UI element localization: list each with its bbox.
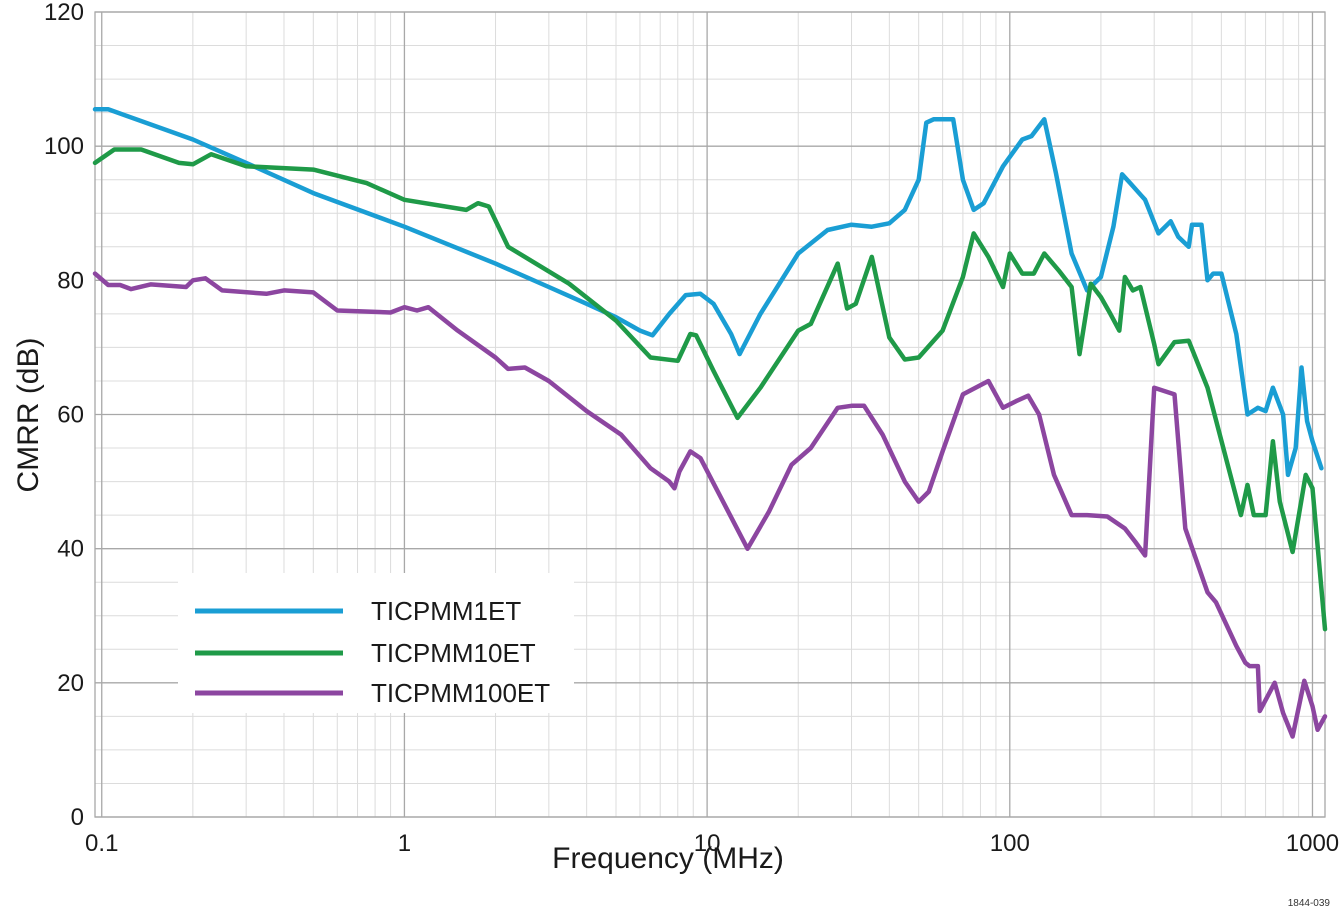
x-tick-label: 10 <box>694 830 721 857</box>
y-tick-label: 100 <box>44 133 84 160</box>
y-tick-label: 20 <box>57 670 84 697</box>
y-tick-label: 120 <box>44 0 84 26</box>
x-axis-title: Frequency (MHz) <box>552 842 784 875</box>
legend-label-ticpmm100et: TICPMM100ET <box>371 678 550 708</box>
x-tick-label: 1 <box>398 830 411 857</box>
legend-box <box>178 573 574 713</box>
y-tick-label: 80 <box>57 267 84 294</box>
series-lines <box>92 107 1328 739</box>
plot-frame <box>94 11 1326 818</box>
y-tick-label: 0 <box>71 804 84 831</box>
x-tick-label: 1000 <box>1286 830 1339 857</box>
y-tick-label: 60 <box>57 402 84 429</box>
series-line-ticpmm100et <box>92 271 1328 739</box>
y-tick-label: 40 <box>57 536 84 563</box>
figure-id: 1844-039 <box>1288 898 1331 909</box>
series-line-ticpmm10et <box>92 147 1328 632</box>
x-tick-label: 0.1 <box>85 830 118 857</box>
legend-label-ticpmm10et: TICPMM10ET <box>371 638 536 668</box>
series-line-ticpmm1et <box>92 107 1324 478</box>
legend: TICPMM1ET TICPMM10ET TICPMM100ET <box>178 573 574 713</box>
tick-labels: 0.1 1 10 100 1000 0 20 40 60 80 100 120 <box>44 0 1339 857</box>
x-tick-label: 100 <box>990 830 1030 857</box>
legend-label-ticpmm1et: TICPMM1ET <box>371 596 521 626</box>
y-axis-title: CMRR (dB) <box>12 338 45 493</box>
